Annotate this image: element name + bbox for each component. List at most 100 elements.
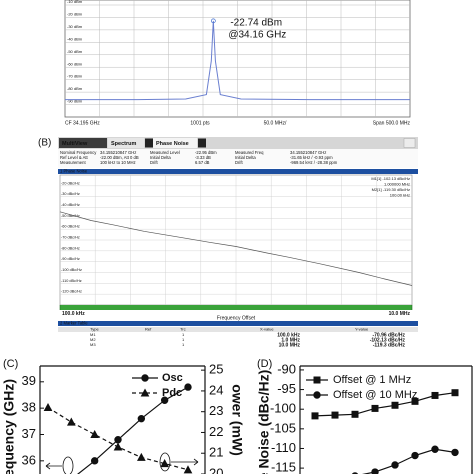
- y-tick-label: -90 dBc/Hz: [61, 257, 80, 261]
- y2-tick-label: 21: [209, 445, 223, 460]
- y2-axis-label: ower (mW): [229, 384, 245, 456]
- plot-title: 1 Phase Noise: [60, 169, 88, 174]
- y-tick-label: -30 dBm: [67, 24, 83, 29]
- point: [160, 396, 169, 404]
- point: [451, 389, 459, 397]
- point: [331, 411, 339, 419]
- table-cell: -102.13 dBc/Hz: [370, 337, 406, 343]
- point: [90, 429, 100, 439]
- y-tick-label: -40 dBc/Hz: [61, 203, 80, 207]
- y2-tick-label: 25: [209, 362, 223, 377]
- y-tick-label: -95: [277, 381, 296, 396]
- info-value: 34.155210847 GHz: [290, 150, 326, 155]
- y-tick-label: -20 dBm: [67, 12, 83, 17]
- spectrum-trace: [65, 20, 410, 101]
- table-title: 2 Marker Table: [60, 321, 88, 326]
- panel-label: (D): [257, 358, 272, 370]
- x-tick-label: 10.0 MHz: [389, 311, 411, 317]
- series-line: [361, 448, 456, 474]
- legend-marker: [313, 391, 321, 399]
- y-tick-label: -105: [270, 420, 296, 435]
- y-tick-label: -100 dBc/Hz: [61, 268, 82, 272]
- y-tick-label: 37: [22, 426, 36, 441]
- legend-label: Osc: [162, 372, 183, 384]
- point: [411, 451, 419, 460]
- y-tick-label: -10 dBm: [67, 0, 83, 4]
- point: [90, 457, 99, 465]
- panel-label: (B): [38, 138, 51, 149]
- annotation: @34.16 GHz: [228, 30, 286, 41]
- x-tick-label: 100.0 kHz: [62, 311, 85, 317]
- y-tick-label: -40 dBm: [67, 36, 83, 41]
- y-tick-label: -110 dBc/Hz: [61, 279, 82, 283]
- tab: [153, 138, 197, 148]
- legend-marker: [313, 376, 321, 384]
- phase-noise-trace: [59, 211, 413, 286]
- y-tick-label: 39: [22, 373, 36, 388]
- y2-tick-label: 20: [209, 465, 223, 474]
- footer-label: CF 34.195 GHz: [65, 120, 100, 126]
- callout-arrow: [171, 458, 199, 466]
- point: [371, 468, 379, 474]
- callout-arrow: [45, 462, 62, 470]
- series-line: [77, 386, 189, 474]
- point: [137, 414, 146, 423]
- point: [351, 410, 359, 418]
- y2-tick-label: 23: [209, 403, 223, 418]
- footer-label: Span 500.0 MHz: [373, 120, 411, 126]
- plot: [311, 389, 459, 474]
- table-cell: 1: [182, 332, 185, 337]
- y-tick-label: 38: [22, 400, 36, 415]
- info-value: -22.95 dBm: [195, 150, 217, 155]
- tab: [108, 138, 144, 148]
- table-header-cell: Type: [90, 327, 99, 332]
- point: [431, 445, 439, 453]
- table-header-cell: Trc: [180, 327, 186, 332]
- callout: [62, 456, 74, 474]
- settings-button: [403, 138, 416, 148]
- table-header-cell: Y-value: [355, 327, 369, 332]
- point: [114, 436, 122, 444]
- y-tick-label: -100: [270, 401, 296, 416]
- y-tick-label: -50 dBc/Hz: [61, 214, 80, 218]
- info-value: 34.155210847 GHz: [100, 150, 136, 155]
- legend-label: Offset @ 1 MHz: [333, 374, 411, 386]
- y2-tick-label: 24: [209, 382, 223, 397]
- marker-info: 1.000000 MHz: [384, 182, 410, 187]
- legend-label: Offset @ 10 MHz: [333, 389, 417, 401]
- table-header-cell: X-value: [260, 327, 274, 332]
- x-axis-label: Frequency Offset: [217, 315, 256, 321]
- panel-d: (D) -115 -110 -105 -100 -95 -90 e Noise (dBc/Hz…: [256, 358, 473, 474]
- y-tick-label: -120 dBc/Hz: [61, 290, 82, 294]
- info-area: [58, 149, 418, 168]
- info-label: Drift: [235, 160, 244, 165]
- y-tick-label: -115: [271, 460, 296, 474]
- table-cell: 1: [182, 342, 185, 347]
- callout: [159, 452, 171, 472]
- y-tick-label: -80 dBm: [67, 86, 83, 91]
- plot-title-bar: [58, 169, 418, 174]
- legend-label: Pdc: [162, 387, 182, 399]
- y-tick-label: -70 dBm: [67, 74, 83, 79]
- table-cell: 10.0 MHz: [279, 342, 301, 348]
- info-label: Initial Delta: [235, 155, 256, 160]
- panel-c: (C) 36 37 38 39 20 21 22 23 24 25 equency (GHz) ower…: [1, 358, 245, 474]
- panel-b: (B) MultiView Spectrum Phase Noise Nominal F…: [38, 137, 418, 348]
- annotation: -22.74 dBm: [230, 18, 282, 29]
- point: [183, 465, 193, 474]
- info-label: Measurement: [60, 160, 86, 165]
- info-value: -22.00 dBm, Att 0 dB: [100, 155, 139, 160]
- marker-info: M1[1] -102.13 dBc/Hz: [371, 176, 410, 181]
- table-cell: -119.3 dBc/Hz: [373, 342, 406, 348]
- info-value: 6.57 dB: [195, 160, 210, 165]
- y-tick-label: -80 dBc/Hz: [61, 246, 80, 250]
- table-cell: 1: [182, 337, 185, 342]
- tab-close: [145, 138, 153, 148]
- point: [391, 401, 399, 409]
- info-label: Ref Level & Att: [60, 155, 89, 160]
- table-cell: -70.96 dBc/Hz: [372, 332, 405, 338]
- y-tick-label: -50 dBm: [67, 49, 83, 54]
- point: [451, 448, 459, 457]
- y-tick-label: -90: [277, 361, 296, 376]
